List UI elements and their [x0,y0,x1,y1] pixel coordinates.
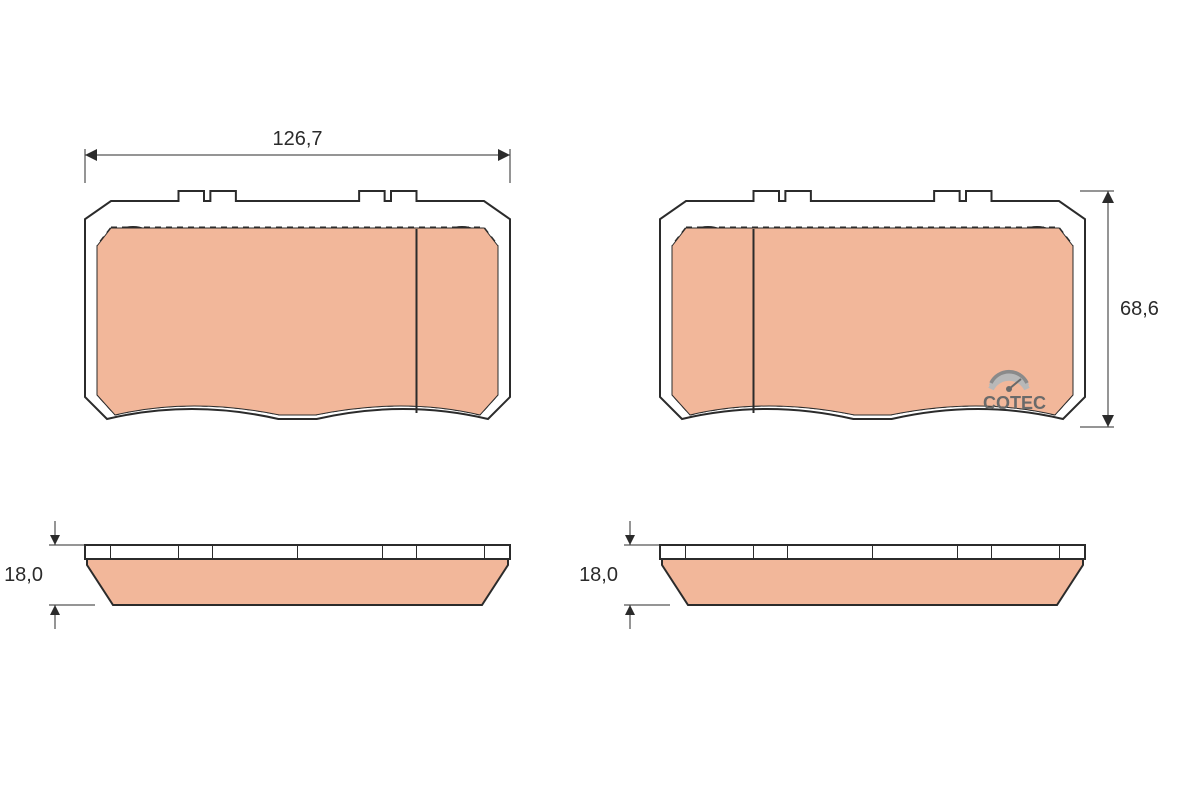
dim-thickness-right-label: 18,0 [579,564,618,586]
dim-width-label: 126,7 [272,128,322,150]
side-friction [662,559,1083,605]
brake-pad-front-right: COTEC [660,191,1085,419]
brake-pad-side-left [85,545,510,605]
side-friction [87,559,508,605]
friction-material [97,228,498,415]
cotec-logo-text: COTEC [983,393,1046,413]
dim-thickness-left-label: 18,0 [4,564,43,586]
brake-pad-front-left [85,191,510,419]
brake-pad-side-right [660,545,1085,605]
dimension-horizontal: 126,7 [85,128,510,183]
dimension-vertical: 68,6 [1080,191,1159,427]
dim-height-label: 68,6 [1120,298,1159,320]
dimension-thickness: 18,0 [4,521,95,629]
dimension-thickness: 18,0 [579,521,670,629]
